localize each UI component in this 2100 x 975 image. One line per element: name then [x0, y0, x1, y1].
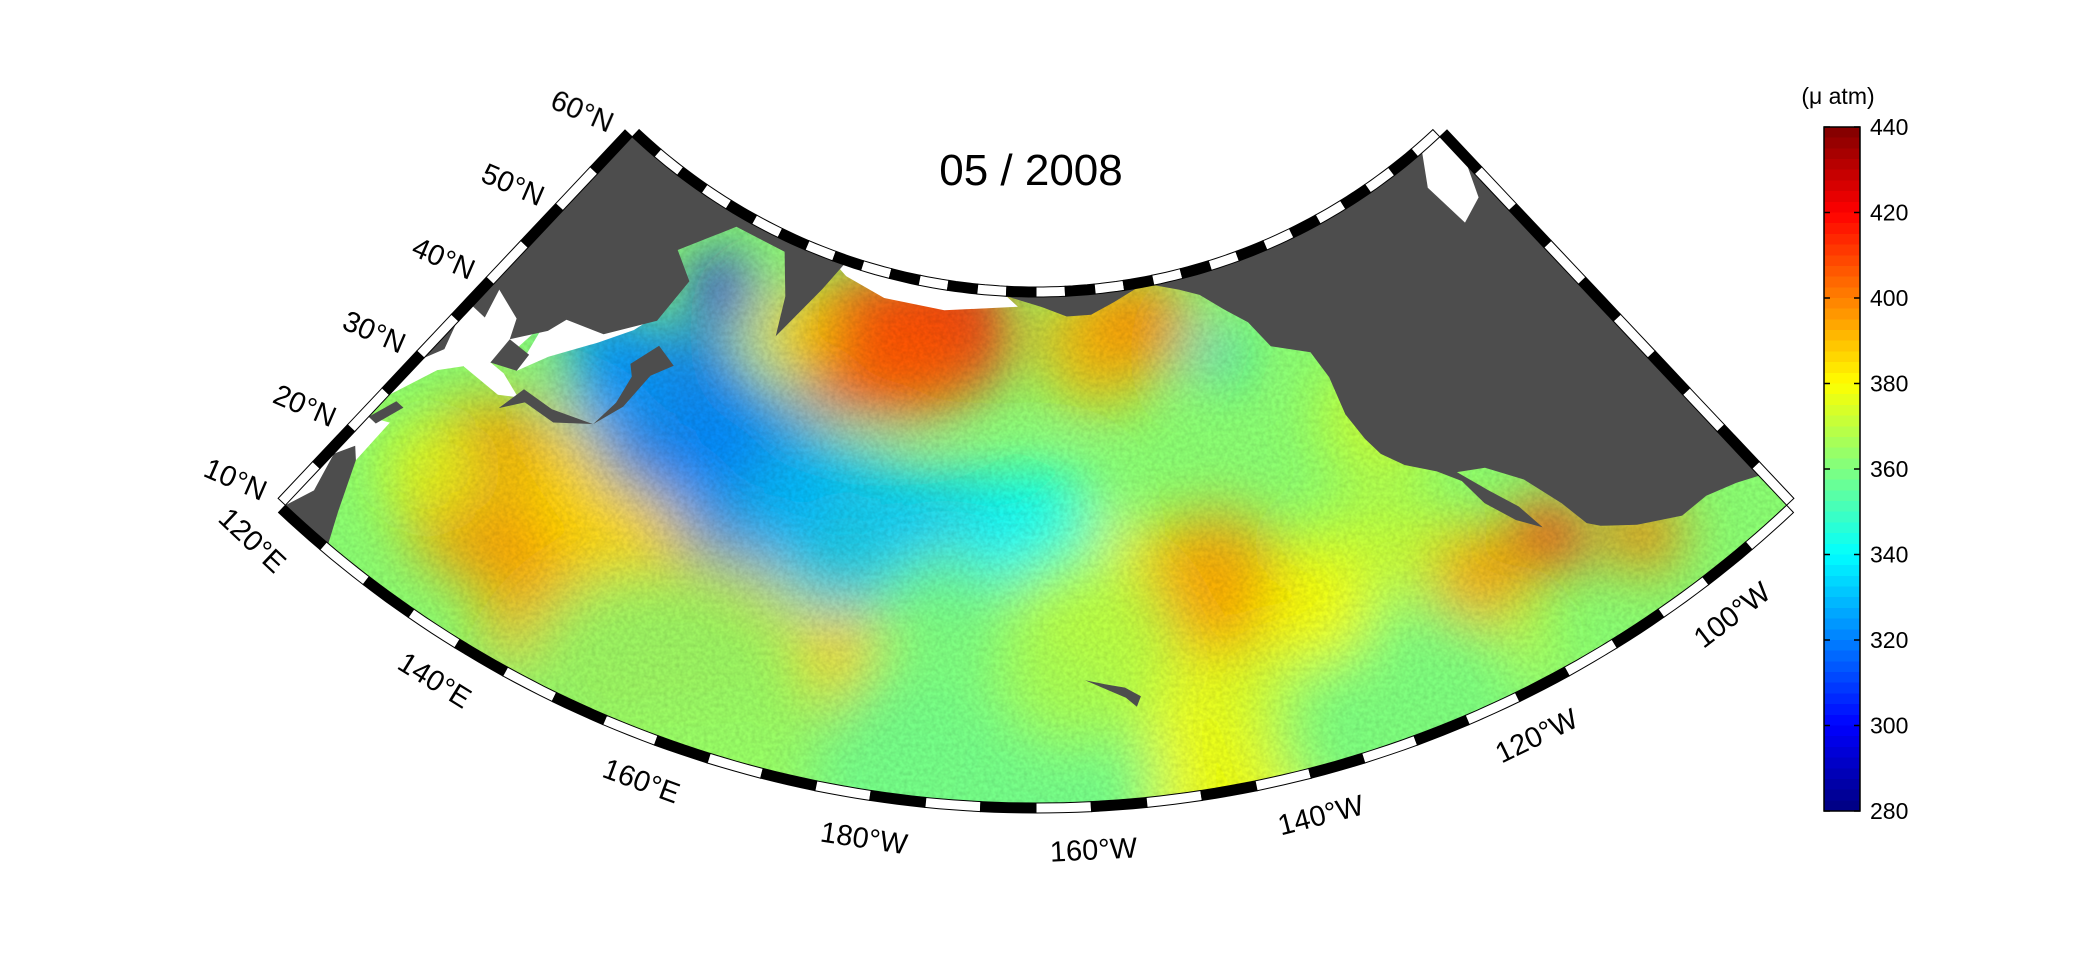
- frame-segment: [1005, 285, 1037, 298]
- frame-segment: [1035, 285, 1067, 298]
- colorbar-unit: (μ atm): [1801, 83, 1874, 109]
- lon-label: 120°W: [1491, 703, 1584, 770]
- lat-label: 60°N: [546, 84, 618, 139]
- colorbar-ticks: 280 300 320 340 360 380 400 420 440: [1824, 114, 1908, 824]
- lat-label: 20°N: [268, 379, 340, 434]
- colorbar-tick-label: 440: [1870, 114, 1908, 140]
- land-polygon: [368, 401, 404, 424]
- lon-label: 180°W: [818, 817, 910, 862]
- land-polygon: [424, 136, 844, 358]
- lon-label: 160°W: [1049, 832, 1138, 868]
- map-title: 05 / 2008: [939, 146, 1123, 195]
- no-data-region: [1422, 136, 1479, 223]
- frame-segment: [1439, 129, 1483, 175]
- frame-segment: [589, 129, 633, 175]
- colorbar-tick-label: 300: [1870, 713, 1908, 739]
- map-frame: [277, 128, 1795, 814]
- colorbar-tick-label: 320: [1870, 627, 1908, 653]
- frame-segment: [1035, 801, 1093, 814]
- colorbar-tick-label: 280: [1870, 798, 1908, 824]
- lat-label: 50°N: [477, 158, 549, 213]
- colorbar-tick-label: 340: [1870, 542, 1908, 568]
- lon-label: 160°E: [598, 753, 683, 810]
- colorbar-tick-label: 400: [1870, 285, 1908, 311]
- no-data-region: [451, 341, 518, 398]
- colorbar-tick-label: 360: [1870, 456, 1908, 482]
- lon-label: 140°E: [392, 646, 476, 715]
- lon-label: 140°W: [1275, 789, 1368, 842]
- frame-segment: [979, 801, 1037, 814]
- frame-segment: [976, 283, 1008, 297]
- colorbar-tick-label: 420: [1870, 200, 1908, 226]
- land-polygon: [490, 339, 530, 371]
- land-polygon: [498, 345, 674, 425]
- lat-label: 40°N: [407, 232, 479, 287]
- lat-label: 30°N: [338, 305, 410, 360]
- colorbar: (μ atm) 280 300 320 340 360 380 400 420 440: [1801, 83, 1908, 824]
- colorbar-tick-label: 380: [1870, 371, 1908, 397]
- land-polygon: [1085, 680, 1141, 707]
- frame-segment: [1064, 283, 1096, 297]
- lat-label: 10°N: [199, 453, 271, 508]
